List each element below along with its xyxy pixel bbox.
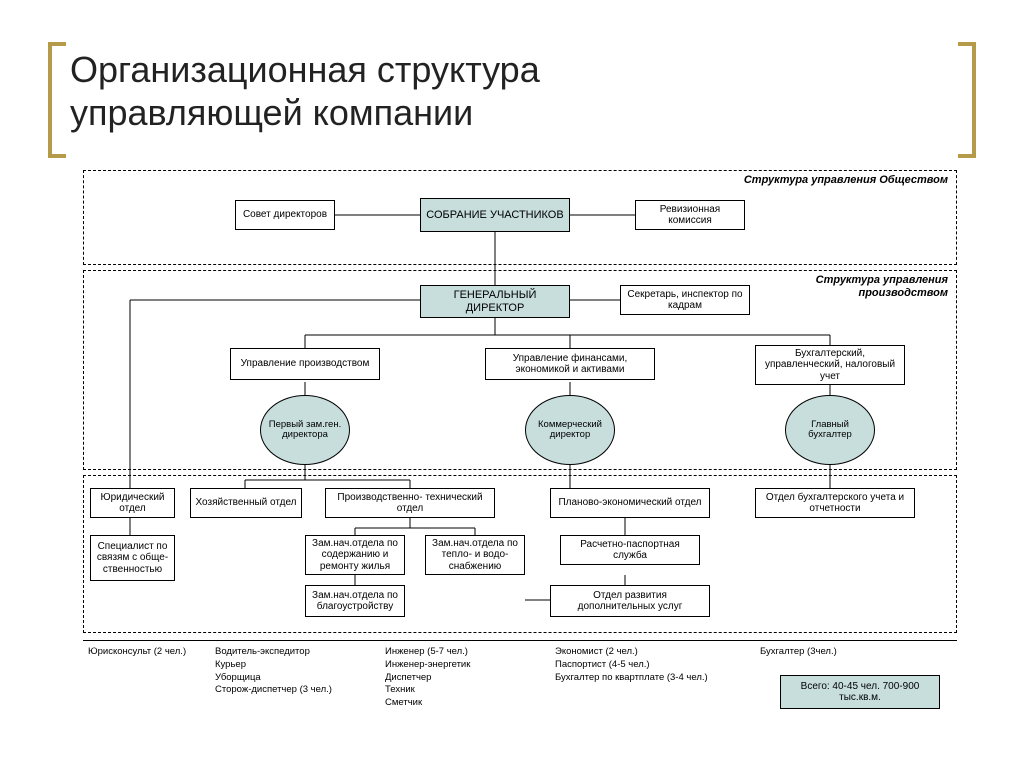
label-top: Структура управления Обществом	[688, 174, 948, 187]
bracket-right	[958, 42, 976, 158]
node-sekretar: Секретарь, инспектор по кадрам	[620, 285, 750, 315]
node-glavbuh: Главный бухгалтер	[785, 395, 875, 465]
node-otdel-buh: Отдел бухгалтерского учета и отчетности	[755, 488, 915, 518]
node-otdel-razv: Отдел развития дополнительных услуг	[550, 585, 710, 617]
footer-col5: Бухгалтер (3чел.)	[760, 646, 880, 659]
node-buh-uchet: Бухгалтерский, управленческий, налоговый…	[755, 345, 905, 385]
node-sobranie: СОБРАНИЕ УЧАСТНИКОВ	[420, 198, 570, 232]
title-line2: управляющей компании	[70, 91, 540, 134]
footer-col3: Инженер (5-7 чел.) Инженер-энергетик Дис…	[385, 646, 535, 710]
node-zam1: Первый зам.ген. директора	[260, 395, 350, 465]
page-title: Организационная структура управляющей ко…	[70, 48, 540, 134]
footer-divider	[83, 640, 957, 641]
title-line1: Организационная структура	[70, 48, 540, 91]
node-reviz: Ревизионная комиссия	[635, 200, 745, 230]
node-upr-fin: Управление финансами, экономикой и актив…	[485, 348, 655, 380]
node-sovet: Совет директоров	[235, 200, 335, 230]
node-komdir: Коммерческий директор	[525, 395, 615, 465]
node-zam-blag: Зам.нач.отдела по благоустройству	[305, 585, 405, 617]
node-zam-teplo: Зам.нач.отдела по тепло- и водо- снабжен…	[425, 535, 525, 575]
node-rasch-pasp: Расчетно-паспортная служба	[560, 535, 700, 565]
node-spec-pr: Специалист по связям с обще- ственностью	[90, 535, 175, 581]
footer-col1: Юрисконсульт (2 чел.)	[88, 646, 198, 659]
node-gendir: ГЕНЕРАЛЬНЫЙ ДИРЕКТОР	[420, 285, 570, 318]
node-yur: Юридический отдел	[90, 488, 175, 518]
footer-col4: Экономист (2 чел.) Паспортист (4-5 чел.)…	[555, 646, 745, 684]
footer-col2: Водитель-экспедитор Курьер Уборщица Стор…	[215, 646, 365, 697]
node-upr-proizv: Управление производством	[230, 348, 380, 380]
node-proizv-teh: Производственно- технический отдел	[325, 488, 495, 518]
org-chart: Структура управления Обществом Структура…	[80, 170, 960, 730]
node-plan-econ: Планово-экономический отдел	[550, 488, 710, 518]
node-hoz: Хозяйственный отдел	[190, 488, 302, 518]
bracket-left	[48, 42, 66, 158]
node-totals: Всего: 40-45 чел. 700-900 тыс.кв.м.	[780, 675, 940, 709]
label-mid: Структура управления производством	[808, 274, 948, 300]
node-zam-soderzh: Зам.нач.отдела по содержанию и ремонту ж…	[305, 535, 405, 575]
